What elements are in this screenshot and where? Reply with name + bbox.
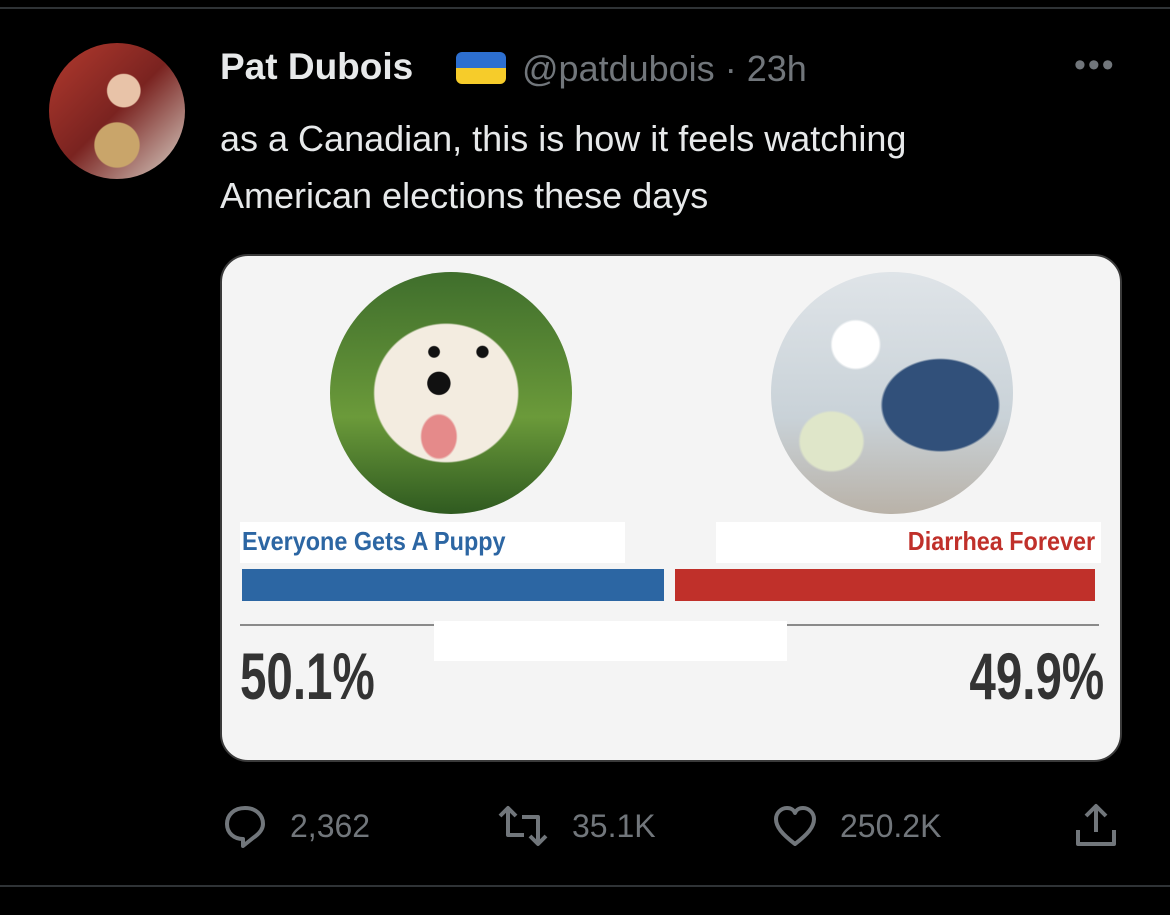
reply-count: 2,362 [290,807,371,844]
more-options-icon[interactable]: ••• [1074,46,1116,84]
share-icon [1074,802,1118,848]
toilet-paper-photo [771,272,1013,514]
top-divider [0,7,1170,9]
reply-icon [222,804,268,848]
left-percent: 50.1% [240,639,375,713]
timestamp[interactable]: 23h [746,48,807,89]
tweet-text-line: American elections these days [220,175,709,216]
right-rule [787,624,1099,626]
retweet-button[interactable]: 35.1K [496,804,656,848]
right-candidate-name: Diarrhea Forever [907,526,1095,556]
ukraine-flag-icon [456,52,506,84]
reply-button[interactable]: 2,362 [222,804,370,848]
tweet-text-line: as a Canadian, this is how it feels watc… [220,118,907,159]
right-percent: 49.9% [969,639,1104,713]
author-name[interactable]: Pat Dubois [220,46,414,87]
like-count: 250.2K [840,807,942,844]
heart-icon [772,804,818,848]
left-label-box: Everyone Gets A Puppy [240,522,625,563]
puppy-photo [330,272,572,514]
center-blank-box [434,621,787,661]
right-vote-bar [674,569,1095,601]
left-candidate-name: Everyone Gets A Puppy [242,526,506,556]
like-button[interactable]: 250.2K [772,804,941,848]
left-vote-bar [242,569,664,601]
bottom-divider [0,885,1170,887]
avatar[interactable] [49,43,185,179]
retweet-icon [496,804,550,848]
retweet-count: 35.1K [572,807,656,844]
tweet-text: as a Canadian, this is how it feels watc… [220,110,1100,224]
share-button[interactable] [1074,802,1118,848]
tweet-image[interactable]: Everyone Gets A Puppy Diarrhea Forever 5… [220,254,1122,762]
separator: · [724,48,737,89]
right-label-box: Diarrhea Forever [716,522,1101,563]
left-rule [240,624,434,626]
author-handle-and-time: @patdubois · 23h [522,48,807,90]
author-handle[interactable]: @patdubois [522,48,715,89]
